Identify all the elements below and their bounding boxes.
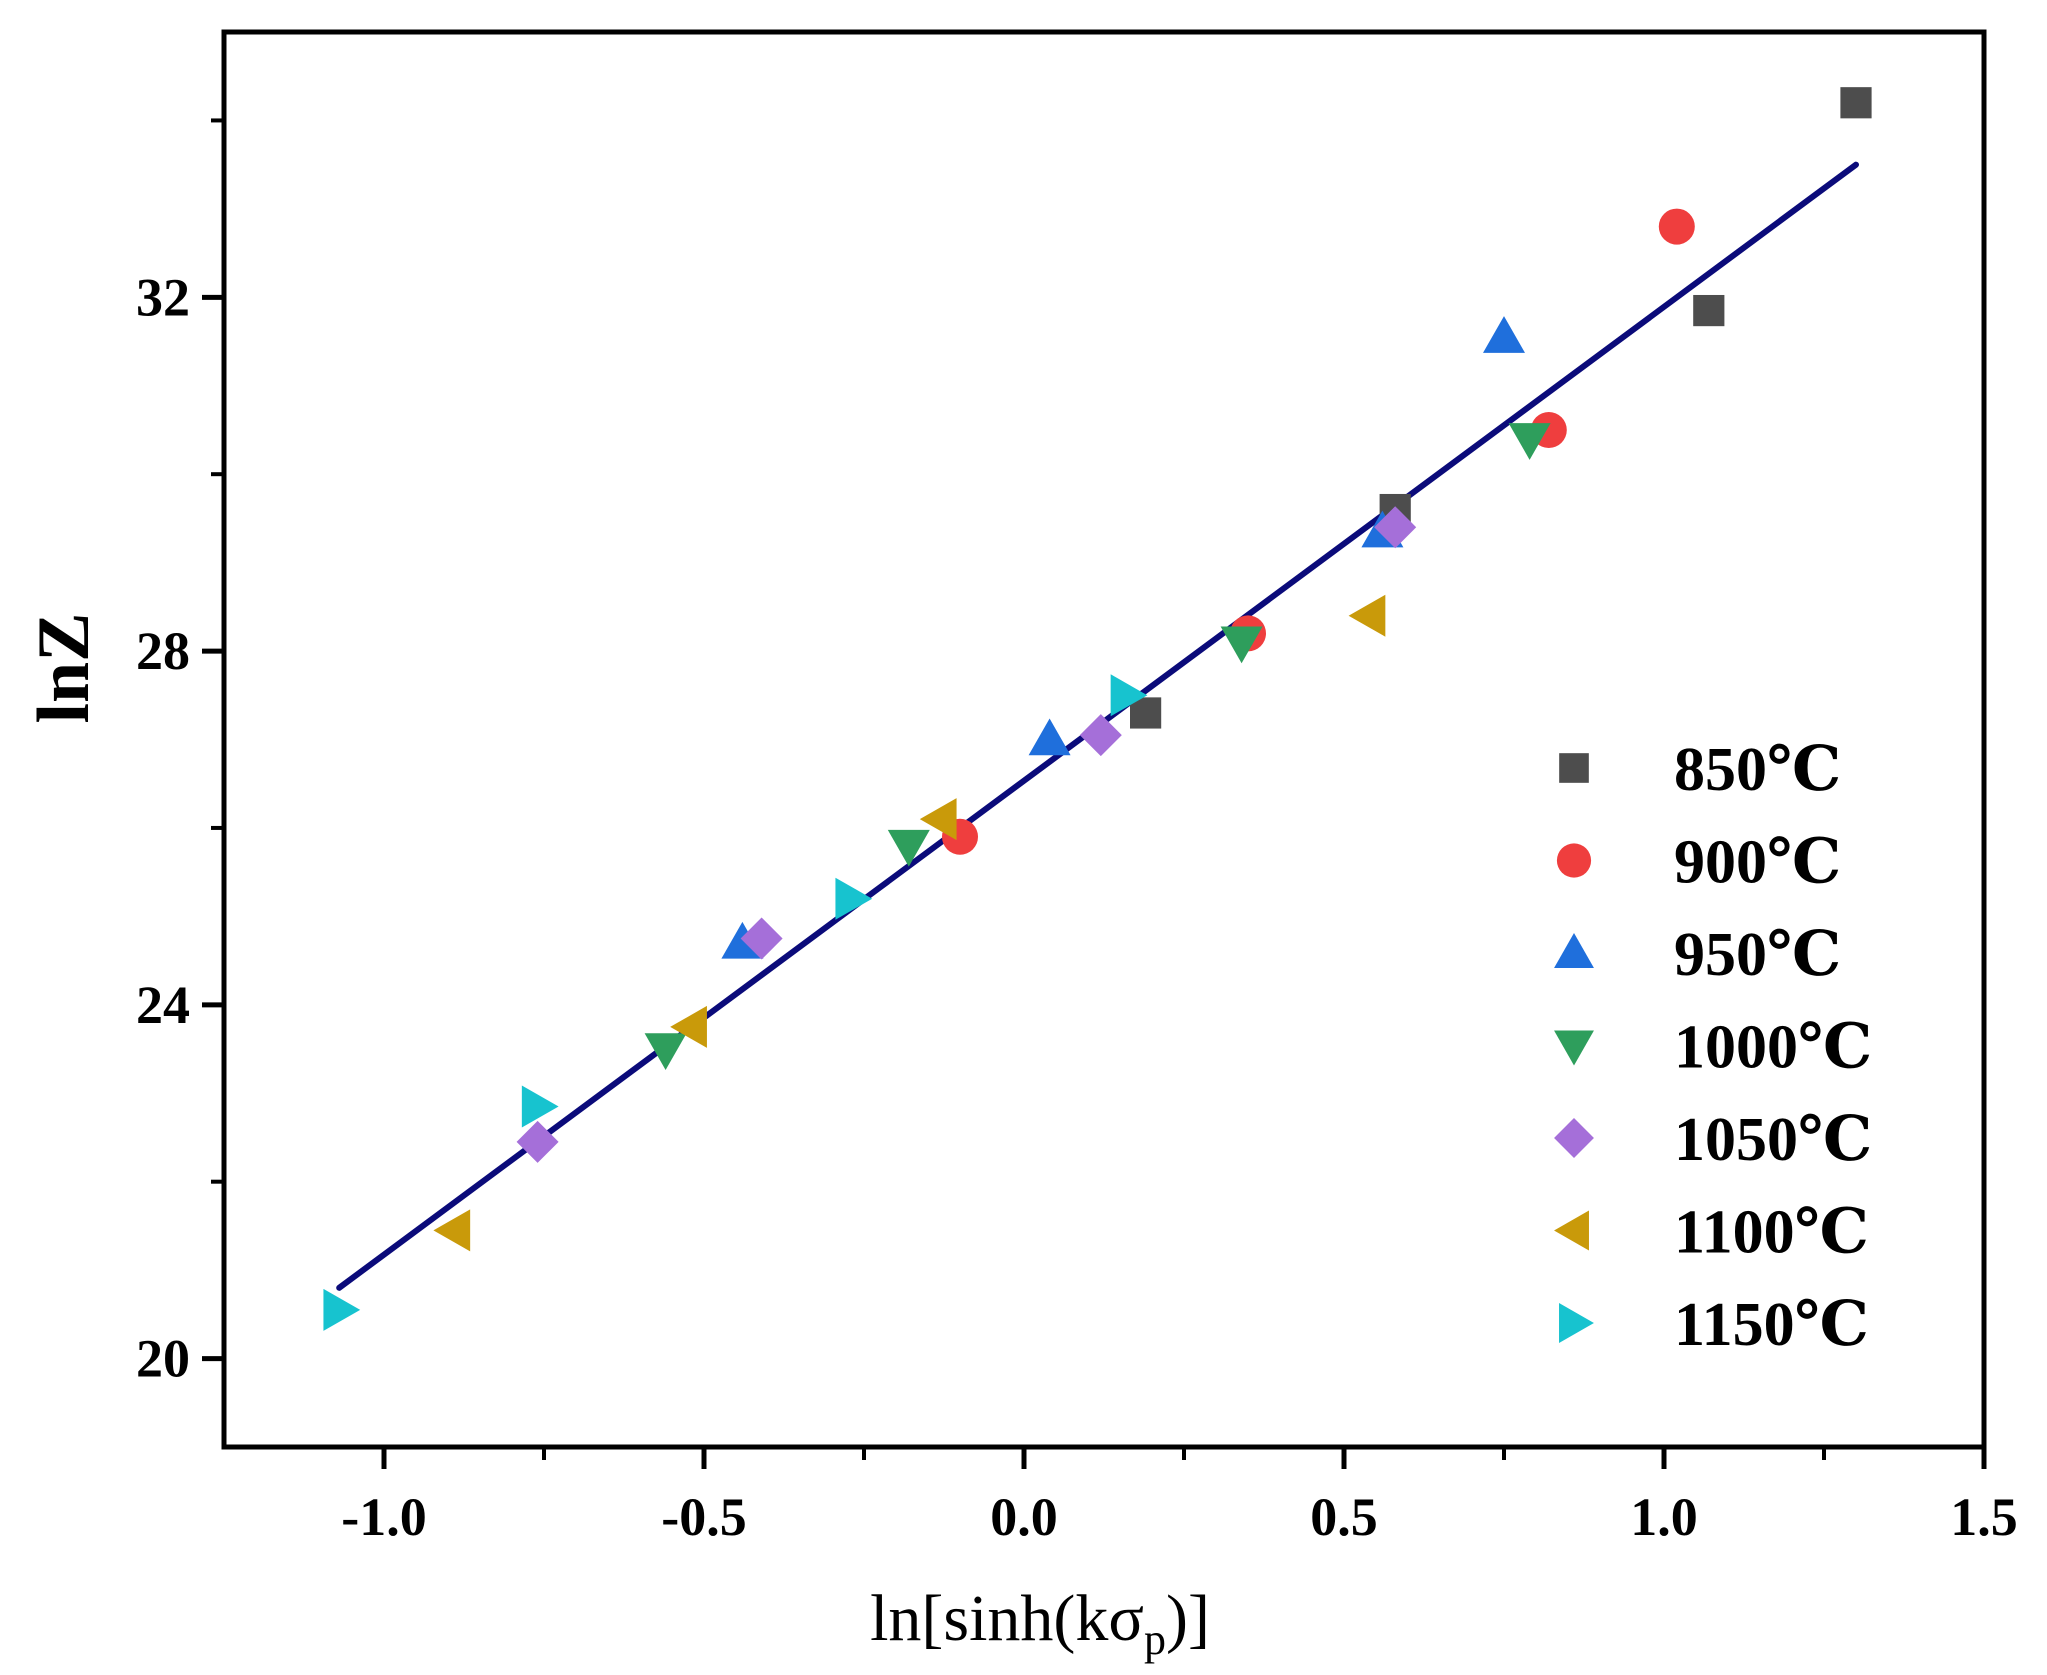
x-axis-title-symbol: σ bbox=[1108, 1582, 1144, 1655]
data-point bbox=[1028, 718, 1071, 756]
axes-layer: -1.0 -0.5 0.0 0.5 1.0 1.5 20 24 28 32 bbox=[136, 29, 2018, 1547]
data-point bbox=[1508, 423, 1551, 460]
data-point bbox=[1374, 506, 1417, 549]
data-point bbox=[1220, 626, 1263, 664]
y-tick-label: 32 bbox=[136, 267, 190, 327]
y-axis-title: lnZ bbox=[23, 612, 105, 723]
data-point bbox=[516, 1120, 559, 1163]
legend-marker bbox=[1554, 1210, 1589, 1251]
data-point bbox=[1130, 697, 1162, 729]
data-point bbox=[1110, 674, 1148, 717]
data-point bbox=[1483, 316, 1525, 353]
data-point bbox=[919, 798, 957, 841]
y-tick-label: 20 bbox=[136, 1329, 190, 1389]
legend-label: 1150℃ bbox=[1674, 1291, 1869, 1359]
data-point bbox=[433, 1209, 471, 1252]
legend-label: 950℃ bbox=[1674, 921, 1841, 989]
legend-marker bbox=[1559, 1303, 1594, 1343]
data-point bbox=[1348, 594, 1386, 637]
legend-label: 1000℃ bbox=[1674, 1014, 1872, 1082]
legend-marker bbox=[1554, 1030, 1594, 1066]
x-tick-label: 0.0 bbox=[990, 1487, 1058, 1547]
data-point bbox=[740, 917, 783, 960]
y-tick-label: 24 bbox=[136, 975, 190, 1035]
x-tick-label: 1.0 bbox=[1630, 1487, 1698, 1547]
x-tick-label: -0.5 bbox=[661, 1487, 746, 1547]
legend-marker bbox=[1554, 933, 1594, 968]
legend-label: 1050℃ bbox=[1674, 1106, 1872, 1174]
data-point bbox=[1693, 294, 1725, 327]
legend-marker bbox=[1554, 1118, 1594, 1158]
legend-marker bbox=[1559, 753, 1589, 783]
x-tick-label: -1.0 bbox=[341, 1487, 426, 1547]
x-tick-label: 1.5 bbox=[1950, 1487, 2018, 1547]
data-point bbox=[835, 877, 873, 920]
data-point bbox=[887, 829, 930, 867]
data-point bbox=[1079, 714, 1122, 757]
legend-label: 1100℃ bbox=[1674, 1199, 1869, 1267]
x-axis-title-subscript: p bbox=[1144, 1615, 1166, 1664]
data-point bbox=[644, 1033, 687, 1071]
legend-label: 850℃ bbox=[1674, 736, 1841, 804]
data-point bbox=[670, 1005, 707, 1048]
legend: 850℃ 900℃ 950℃ 1000℃ 1050℃ 1100℃ 1150℃ bbox=[1554, 736, 1872, 1359]
data-point bbox=[1658, 208, 1695, 245]
legend-marker bbox=[1556, 843, 1592, 878]
legend-label: 900℃ bbox=[1674, 829, 1841, 897]
series-4 bbox=[516, 506, 1417, 1163]
series-6 bbox=[323, 674, 1148, 1331]
plot-frame bbox=[221, 29, 1987, 1450]
data-points-layer bbox=[323, 87, 1872, 1331]
series-3 bbox=[644, 423, 1551, 1071]
x-axis-title-prefix: ln[sinh(k bbox=[870, 1582, 1108, 1655]
data-point bbox=[521, 1085, 559, 1128]
data-point bbox=[323, 1288, 361, 1331]
data-point bbox=[1840, 87, 1872, 119]
x-axis-title-suffix: )] bbox=[1166, 1582, 1210, 1655]
series-5 bbox=[433, 594, 1386, 1252]
x-tick-label: 0.5 bbox=[1310, 1487, 1378, 1547]
series-2 bbox=[721, 316, 1525, 959]
x-axis-title: ln[sinh(kσp)] bbox=[870, 1582, 1210, 1664]
y-tick-label: 28 bbox=[136, 621, 190, 681]
